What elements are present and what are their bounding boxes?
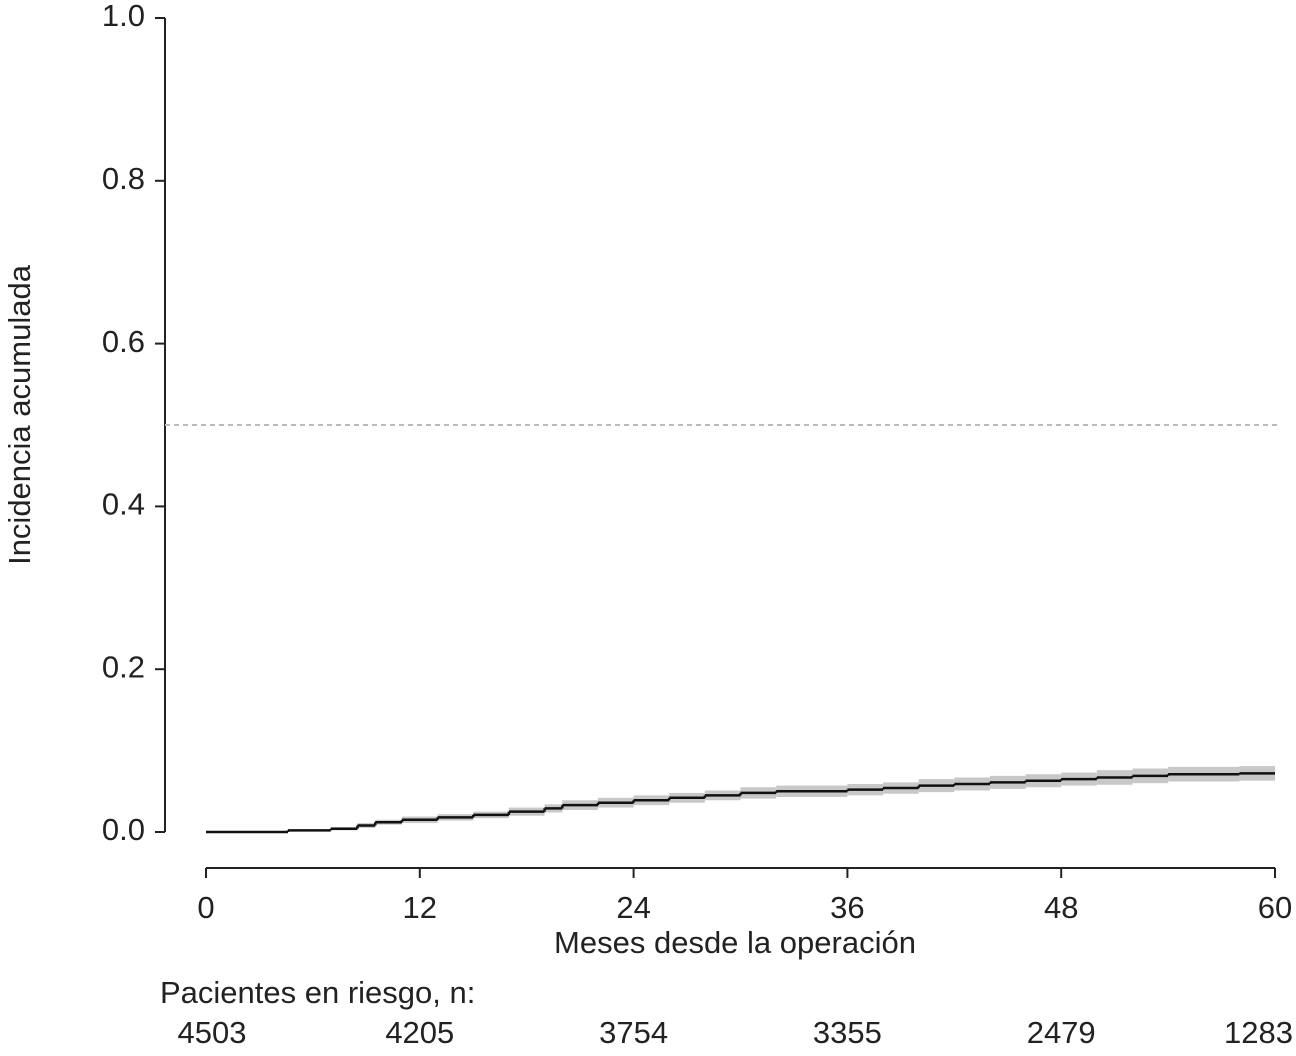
x-tick-label: 0: [197, 890, 214, 925]
at-risk-value: 4205: [385, 1015, 454, 1050]
y-tick-label: 0.2: [102, 649, 145, 684]
at-risk-value: 3754: [599, 1015, 668, 1050]
at-risk-value: 2479: [1027, 1015, 1096, 1050]
y-tick-label: 0.8: [102, 161, 145, 196]
x-tick-label: 48: [1044, 890, 1078, 925]
y-axis-label: Incidencia acumulada: [2, 264, 37, 565]
x-tick-label: 12: [403, 890, 437, 925]
at-risk-label: Pacientes en riesgo, n:: [160, 975, 475, 1010]
x-tick-label: 36: [830, 890, 864, 925]
x-axis-label: Meses desde la operación: [554, 925, 916, 960]
y-tick-label: 1.0: [102, 0, 145, 33]
x-tick-label: 60: [1258, 890, 1292, 925]
y-tick-label: 0.6: [102, 324, 145, 359]
at-risk-value: 1283: [1224, 1015, 1293, 1050]
y-tick-label: 0.4: [102, 487, 145, 522]
at-risk-value: 4503: [178, 1015, 247, 1050]
at-risk-value: 3355: [813, 1015, 882, 1050]
x-tick-label: 24: [616, 890, 650, 925]
y-tick-label: 0.0: [102, 812, 145, 847]
